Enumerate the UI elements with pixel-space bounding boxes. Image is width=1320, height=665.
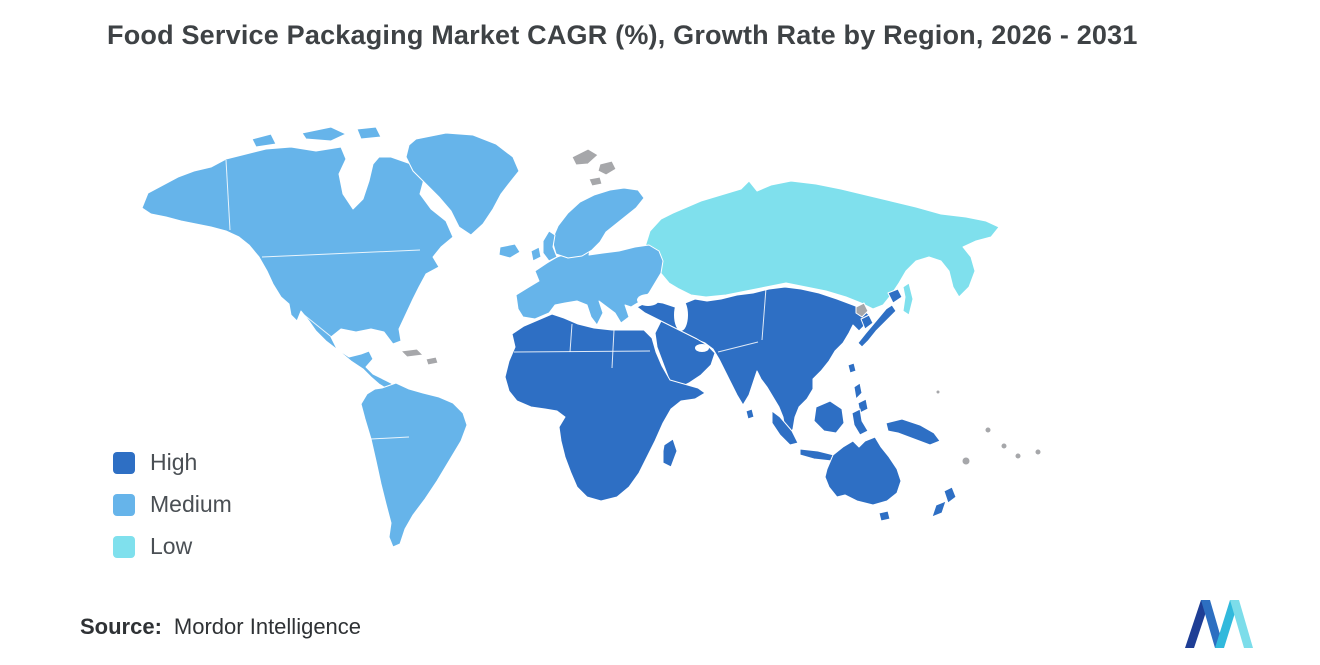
region-svalbard-2	[597, 160, 617, 176]
region-pacific-island-2	[1000, 442, 1008, 450]
region-borneo	[813, 400, 845, 434]
region-sumatra	[771, 410, 799, 446]
region-new-guinea	[885, 418, 941, 446]
caspian-sea	[674, 299, 688, 331]
legend-swatch-medium	[113, 493, 135, 516]
region-tasmania	[878, 510, 891, 522]
legend-swatch-low	[113, 535, 135, 558]
region-pacific-island-1	[984, 426, 992, 434]
region-africa	[504, 313, 706, 502]
region-java	[799, 448, 835, 462]
region-united-kingdom	[542, 230, 558, 262]
legend-swatch-high	[113, 451, 135, 474]
region-philippines-north	[853, 382, 863, 400]
region-arabian-peninsula	[654, 320, 716, 390]
legend: High Medium Low	[113, 449, 232, 560]
source-value: Mordor Intelligence	[173, 614, 362, 639]
region-new-zealand-north	[943, 486, 957, 504]
region-greenland	[405, 132, 520, 236]
legend-label-low: Low	[150, 533, 193, 559]
logo-bar-1	[1185, 600, 1210, 648]
region-fiji	[1034, 448, 1042, 456]
legend-label-medium: Medium	[150, 491, 232, 517]
region-australia	[824, 436, 902, 506]
region-cuba	[400, 348, 424, 358]
source-line: Source: Mordor Intelligence	[80, 614, 361, 640]
region-new-zealand-south	[931, 500, 947, 518]
region-iceland	[498, 243, 521, 259]
legend-item-medium: Medium	[113, 491, 232, 518]
region-south-america	[360, 382, 468, 548]
region-canadian-arctic-islands-1	[301, 126, 347, 142]
region-south-korea	[860, 314, 874, 330]
region-micronesia	[935, 389, 941, 395]
logo-bar-2	[1201, 600, 1224, 648]
region-canadian-arctic-islands-2	[356, 126, 382, 140]
mordor-intelligence-logo	[1185, 600, 1253, 648]
region-japan-hokkaido	[887, 288, 903, 304]
region-russia-northern-asia	[644, 180, 1000, 310]
source-label: Source:	[80, 614, 162, 639]
logo-bar-3	[1215, 600, 1239, 648]
region-madagascar	[662, 438, 678, 468]
region-pacific-island-3	[1014, 452, 1022, 460]
persian-gulf	[695, 344, 709, 352]
region-sakhalin	[902, 282, 914, 316]
region-scandinavia	[551, 187, 645, 259]
logo-bar-4	[1230, 600, 1253, 648]
chart-title: Food Service Packaging Market CAGR (%), …	[107, 20, 1138, 50]
region-ireland	[530, 246, 542, 262]
region-svalbard-3	[588, 176, 603, 187]
country-border-lines	[225, 159, 767, 440]
region-svalbard-1	[571, 148, 599, 166]
region-taiwan	[847, 362, 857, 374]
region-sulawesi	[851, 408, 869, 436]
region-new-caledonia	[961, 456, 971, 466]
region-north-america	[141, 146, 454, 398]
region-hispaniola	[425, 356, 439, 366]
legend-item-high: High	[113, 449, 232, 476]
legend-item-low: Low	[113, 533, 232, 560]
black-sea	[637, 294, 659, 306]
region-japan-honshu	[857, 304, 897, 348]
region-north-korea	[855, 302, 869, 318]
region-sri-lanka	[745, 408, 755, 420]
region-canadian-arctic-islands-3	[251, 133, 277, 148]
legend-label-high: High	[150, 449, 198, 475]
